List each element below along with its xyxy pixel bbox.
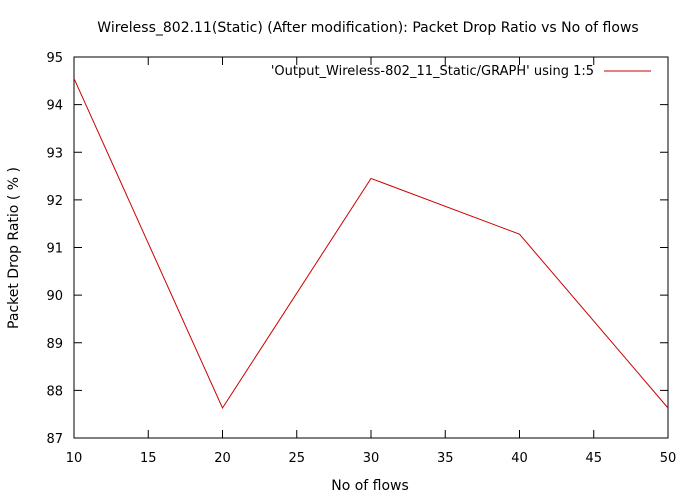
y-tick-label: 89 (46, 337, 63, 352)
axis-ticks: 10 15 20 25 30 35 40 45 50 87 88 89 90 91 92 93 94 95 (46, 51, 676, 466)
x-tick-label: 45 (585, 451, 602, 466)
y-tick-label: 95 (46, 51, 63, 66)
y-tick-label: 88 (46, 384, 63, 399)
x-tick-label: 20 (214, 451, 231, 466)
legend-label: 'Output_Wireless-802_11_Static/GRAPH' us… (271, 64, 594, 79)
plot-frame (73, 56, 669, 439)
x-tick-label: 30 (363, 451, 380, 466)
y-tick-label: 87 (46, 432, 63, 447)
chart-title: Wireless_802.11(Static) (After modificat… (97, 20, 638, 36)
y-axis-label: Packet Drop Ratio ( % ) (6, 167, 22, 329)
x-tick-label: 40 (511, 451, 528, 466)
y-tick-label: 91 (46, 242, 63, 257)
x-tick-label: 50 (660, 451, 677, 466)
y-tick-label: 90 (46, 289, 63, 304)
series-line (73, 78, 669, 410)
legend: 'Output_Wireless-802_11_Static/GRAPH' us… (271, 64, 651, 79)
x-tick-label: 25 (288, 451, 305, 466)
series-layer (73, 78, 669, 410)
x-tick-label: 15 (140, 451, 157, 466)
x-axis-label: No of flows (331, 478, 409, 494)
x-tick-label: 10 (66, 451, 83, 466)
y-tick-label: 94 (46, 99, 63, 114)
y-tick-label: 93 (46, 146, 63, 161)
x-tick-label: 35 (437, 451, 454, 466)
y-tick-label: 92 (46, 194, 63, 209)
